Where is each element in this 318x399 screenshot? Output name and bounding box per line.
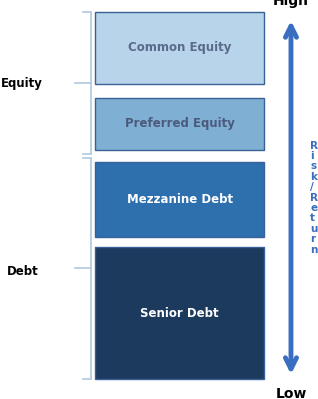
Bar	[95, 12, 264, 84]
Bar	[95, 162, 264, 237]
Bar	[95, 98, 264, 150]
Text: Common Equity: Common Equity	[128, 41, 232, 54]
Text: Low: Low	[275, 387, 307, 399]
Text: Debt: Debt	[6, 265, 38, 278]
Text: Mezzanine Debt: Mezzanine Debt	[127, 193, 233, 206]
Text: Preferred Equity: Preferred Equity	[125, 117, 235, 130]
Text: R
i
s
k
/
R
e
t
u
r
n: R i s k / R e t u r n	[310, 140, 318, 255]
Bar	[95, 247, 264, 379]
Text: Senior Debt: Senior Debt	[140, 307, 219, 320]
Text: Equity: Equity	[1, 77, 43, 90]
Text: High: High	[273, 0, 309, 8]
